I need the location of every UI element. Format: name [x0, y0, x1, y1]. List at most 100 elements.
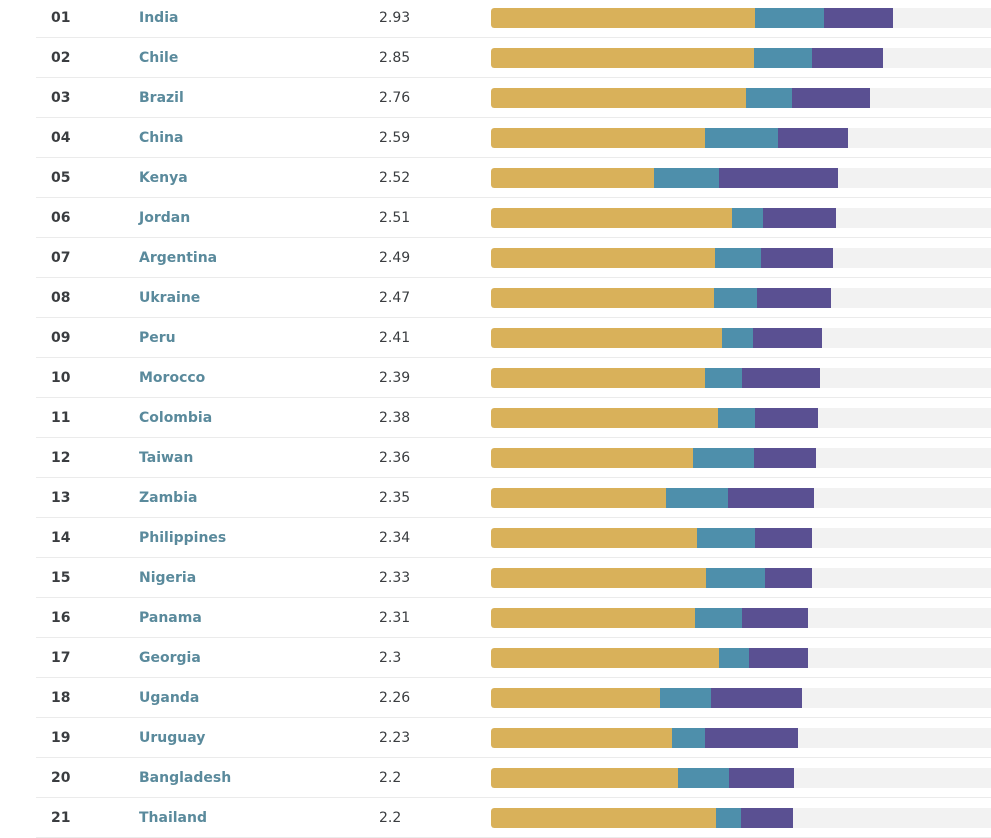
score-value: 2.59	[379, 130, 411, 146]
country-link[interactable]: China	[139, 130, 184, 146]
country-link[interactable]: Taiwan	[139, 450, 194, 466]
bar-segment-b	[718, 408, 755, 428]
rank-number: 03	[51, 90, 71, 106]
table-row: 17 Georgia 2.3	[0, 638, 991, 678]
score-value: 2.41	[379, 330, 411, 346]
bar-segment-c	[742, 368, 820, 388]
table-row: 19 Uruguay 2.23	[0, 718, 991, 758]
bar-segment-a	[491, 88, 746, 108]
bar-segment-c	[728, 488, 814, 508]
country-link[interactable]: Chile	[139, 50, 179, 66]
bar-segment-c	[778, 128, 848, 148]
country-link[interactable]: India	[139, 10, 179, 26]
row-divider	[36, 477, 991, 478]
row-divider	[36, 557, 991, 558]
bar-segment-c	[755, 528, 812, 548]
country-link[interactable]: Uganda	[139, 690, 200, 706]
bar-segment-a	[491, 448, 693, 468]
row-divider	[36, 237, 991, 238]
bar-segment-c	[824, 8, 893, 28]
row-divider	[36, 157, 991, 158]
row-divider	[36, 797, 991, 798]
stacked-bar	[491, 528, 991, 548]
stacked-bar	[491, 688, 991, 708]
country-link[interactable]: Georgia	[139, 650, 201, 666]
stacked-bar	[491, 8, 991, 28]
bar-segment-b	[678, 768, 729, 788]
rank-number: 09	[51, 330, 71, 346]
bar-segment-c	[742, 608, 808, 628]
bar-segment-b	[719, 648, 749, 668]
bar-segment-b	[732, 208, 763, 228]
bar-segment-c	[711, 688, 802, 708]
rank-number: 20	[51, 770, 71, 786]
country-link[interactable]: Kenya	[139, 170, 188, 186]
stacked-bar	[491, 408, 991, 428]
bar-segment-a	[491, 128, 705, 148]
bar-segment-b	[705, 368, 742, 388]
table-row: 16 Panama 2.31	[0, 598, 991, 638]
bar-segment-a	[491, 728, 672, 748]
bar-segment-b	[695, 608, 742, 628]
row-divider	[36, 197, 991, 198]
bar-segment-a	[491, 688, 660, 708]
bar-segment-b	[672, 728, 705, 748]
country-link[interactable]: Jordan	[139, 210, 191, 226]
score-value: 2.39	[379, 370, 411, 386]
stacked-bar	[491, 48, 991, 68]
bar-segment-c	[719, 168, 838, 188]
row-divider	[36, 397, 991, 398]
bar-segment-c	[755, 408, 818, 428]
rank-number: 19	[51, 730, 71, 746]
score-value: 2.51	[379, 210, 411, 226]
country-link[interactable]: Ukraine	[139, 290, 201, 306]
bar-segment-c	[753, 328, 822, 348]
stacked-bar	[491, 448, 991, 468]
table-row: 01 India 2.93	[0, 0, 991, 38]
bar-segment-a	[491, 48, 754, 68]
bar-segment-a	[491, 248, 715, 268]
rank-number: 06	[51, 210, 71, 226]
rank-number: 12	[51, 450, 71, 466]
country-link[interactable]: Philippines	[139, 530, 227, 546]
score-value: 2.36	[379, 450, 411, 466]
country-link[interactable]: Peru	[139, 330, 176, 346]
country-link[interactable]: Thailand	[139, 810, 207, 826]
rank-number: 14	[51, 530, 71, 546]
bar-segment-a	[491, 528, 697, 548]
country-link[interactable]: Nigeria	[139, 570, 197, 586]
bar-segment-b	[722, 328, 753, 348]
country-link[interactable]: Bangladesh	[139, 770, 232, 786]
stacked-bar	[491, 88, 991, 108]
stacked-bar	[491, 208, 991, 228]
rank-number: 02	[51, 50, 71, 66]
row-divider	[36, 517, 991, 518]
bar-segment-a	[491, 488, 666, 508]
bar-segment-c	[741, 808, 793, 828]
country-link[interactable]: Zambia	[139, 490, 198, 506]
country-link[interactable]: Panama	[139, 610, 202, 626]
stacked-bar	[491, 488, 991, 508]
bar-segment-b	[654, 168, 719, 188]
bar-segment-b	[693, 448, 754, 468]
stacked-bar	[491, 368, 991, 388]
score-value: 2.76	[379, 90, 411, 106]
row-divider	[36, 597, 991, 598]
bar-segment-a	[491, 608, 695, 628]
rank-number: 08	[51, 290, 71, 306]
rank-number: 05	[51, 170, 71, 186]
country-link[interactable]: Brazil	[139, 90, 184, 106]
rank-number: 11	[51, 410, 71, 426]
bar-segment-b	[746, 88, 792, 108]
bar-segment-c	[763, 208, 836, 228]
country-link[interactable]: Argentina	[139, 250, 218, 266]
bar-segment-c	[729, 768, 794, 788]
country-link[interactable]: Colombia	[139, 410, 213, 426]
score-value: 2.2	[379, 810, 402, 826]
country-link[interactable]: Morocco	[139, 370, 206, 386]
table-row: 08 Ukraine 2.47	[0, 278, 991, 318]
country-link[interactable]: Uruguay	[139, 730, 206, 746]
stacked-bar	[491, 648, 991, 668]
stacked-bar	[491, 728, 991, 748]
